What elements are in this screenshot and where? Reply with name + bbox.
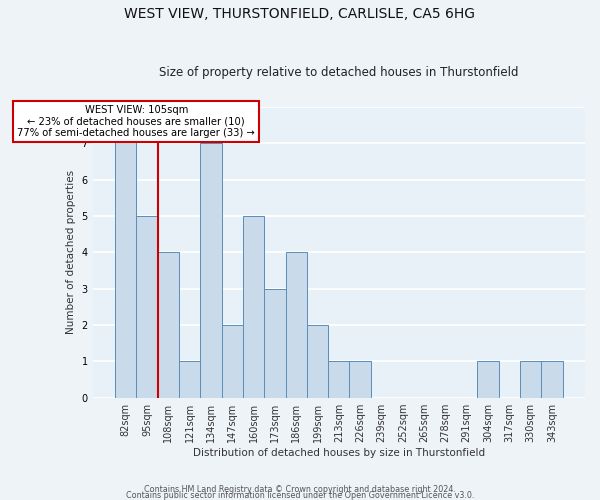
Bar <box>221 325 243 398</box>
Bar <box>115 107 136 398</box>
Bar <box>349 362 371 398</box>
Bar <box>136 216 158 398</box>
Bar <box>478 362 499 398</box>
Y-axis label: Number of detached properties: Number of detached properties <box>66 170 76 334</box>
Bar <box>179 362 200 398</box>
X-axis label: Distribution of detached houses by size in Thurstonfield: Distribution of detached houses by size … <box>193 448 485 458</box>
Text: WEST VIEW, THURSTONFIELD, CARLISLE, CA5 6HG: WEST VIEW, THURSTONFIELD, CARLISLE, CA5 … <box>125 8 476 22</box>
Bar <box>264 288 286 398</box>
Text: Contains public sector information licensed under the Open Government Licence v3: Contains public sector information licen… <box>126 490 474 500</box>
Bar <box>307 325 328 398</box>
Text: Contains HM Land Registry data © Crown copyright and database right 2024.: Contains HM Land Registry data © Crown c… <box>144 484 456 494</box>
Bar <box>541 362 563 398</box>
Bar <box>243 216 264 398</box>
Text: WEST VIEW: 105sqm
← 23% of detached houses are smaller (10)
77% of semi-detached: WEST VIEW: 105sqm ← 23% of detached hous… <box>17 105 255 138</box>
Bar <box>286 252 307 398</box>
Title: Size of property relative to detached houses in Thurstonfield: Size of property relative to detached ho… <box>159 66 518 80</box>
Bar <box>520 362 541 398</box>
Bar <box>158 252 179 398</box>
Bar <box>328 362 349 398</box>
Bar <box>200 144 221 398</box>
